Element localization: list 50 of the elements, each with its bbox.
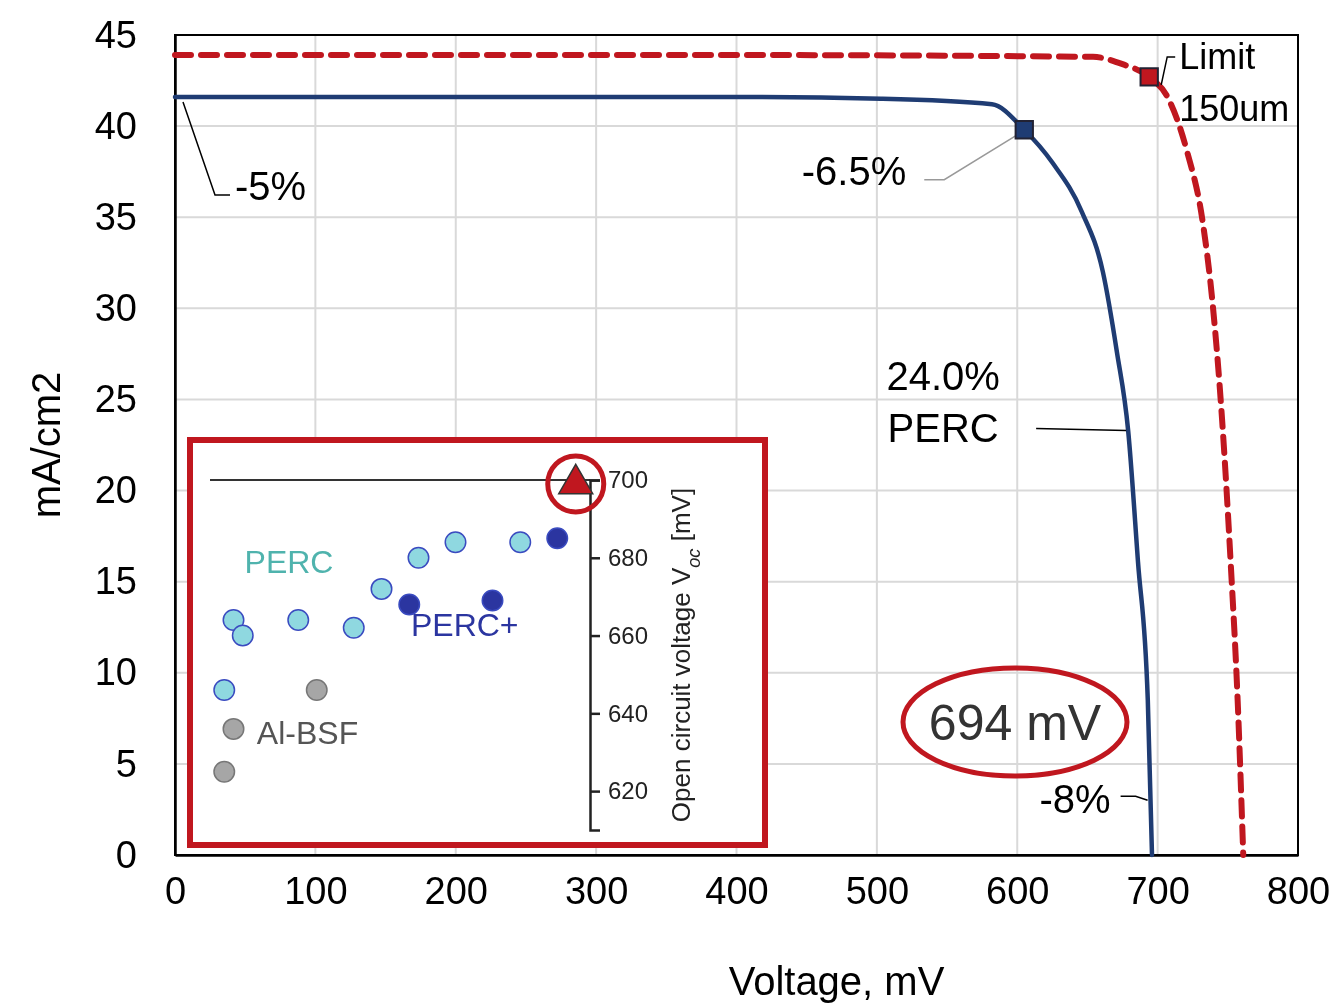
point — [213, 760, 236, 783]
y-tick-label: 40 — [94, 104, 137, 147]
x-tick-label: 100 — [284, 869, 348, 912]
series-label: PERC+ — [410, 606, 519, 643]
y-axis-title: mA/cm2 — [24, 371, 68, 519]
series-label: PERC — [244, 544, 334, 581]
point — [342, 616, 365, 639]
x-tick-label: 600 — [986, 869, 1050, 912]
y-tick-label: 680 — [608, 543, 649, 571]
y-tick-label: 10 — [94, 651, 137, 694]
point — [305, 679, 328, 701]
point — [407, 546, 430, 569]
x-tick-label: 0 — [164, 869, 187, 912]
x-tick-label: 800 — [1266, 869, 1331, 912]
annotation: -5% — [235, 163, 307, 208]
series-label: Al-BSF — [256, 715, 359, 752]
point — [481, 589, 504, 612]
annotation: -6.5% — [801, 148, 907, 193]
y-tick-label: 30 — [94, 286, 137, 329]
annotation: 24.0% PERC — [886, 354, 1000, 451]
point — [444, 531, 467, 554]
annotation: Limit 150um — [1179, 35, 1290, 129]
y-tick-label: 0 — [115, 833, 137, 876]
point — [398, 593, 421, 616]
y-tick-label: 20 — [94, 469, 137, 512]
y-tick-label: 35 — [94, 195, 137, 238]
point — [213, 679, 236, 701]
x-tick-label: 500 — [845, 869, 910, 912]
y-tick-label: 620 — [608, 777, 649, 805]
point — [222, 609, 245, 631]
x-axis-title: Voltage, mV — [728, 959, 945, 1003]
y-tick-label: 660 — [608, 621, 649, 649]
x-tick-label: 400 — [705, 869, 769, 912]
annotation: -8% — [1039, 777, 1111, 822]
y-tick-label: 25 — [94, 378, 137, 421]
point — [509, 531, 532, 554]
x-tick-label: 700 — [1126, 869, 1190, 912]
point — [231, 624, 254, 647]
x-tick-label: 200 — [424, 869, 488, 912]
annotation: 694 mV — [928, 695, 1102, 751]
y-tick-label: 700 — [608, 466, 649, 494]
point — [287, 609, 310, 631]
y-tick-label: 15 — [94, 560, 137, 603]
y-tick-label: 45 — [94, 13, 137, 56]
point — [546, 527, 569, 550]
point — [222, 717, 245, 740]
y-tick-label: 5 — [115, 742, 137, 785]
y-tick-label: 640 — [608, 699, 649, 727]
x-tick-label: 300 — [564, 869, 629, 912]
point — [370, 577, 393, 600]
